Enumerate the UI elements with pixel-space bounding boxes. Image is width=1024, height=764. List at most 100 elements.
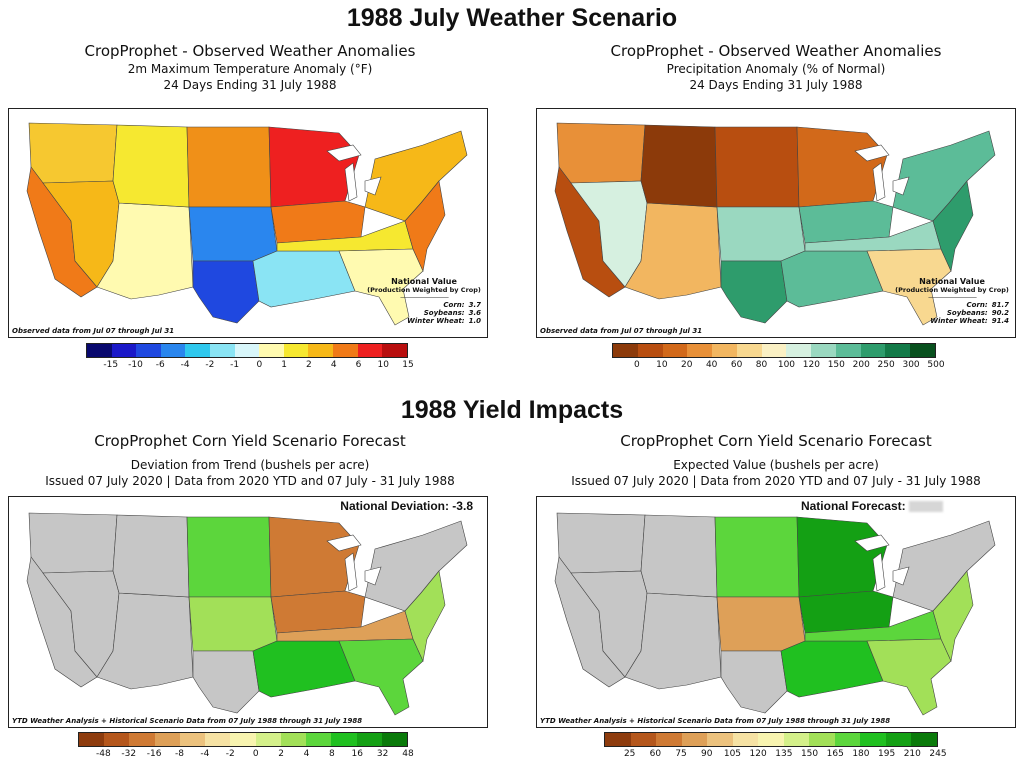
legend-swatch xyxy=(860,344,886,357)
legend-swatch xyxy=(910,344,935,357)
legend-tick-label: 135 xyxy=(775,749,793,759)
legend-color-bar xyxy=(86,343,408,358)
legend-swatch xyxy=(662,344,688,357)
legend-tick-label: 300 xyxy=(902,360,920,370)
temperature-anomaly-panel: CropProphet - Observed Weather Anomalies… xyxy=(4,42,496,93)
map-footnote: Observed data from Jul 07 through Jul 31 xyxy=(540,327,703,335)
map-region-northern-rockies xyxy=(640,124,718,208)
legend-swatch xyxy=(381,733,408,746)
legend-tick-labels: 25 60 75 90 105 120 135 150 165 180 195 210 245 xyxy=(604,747,947,763)
legend-swatch xyxy=(712,344,737,357)
legend-swatch xyxy=(736,344,762,357)
map-region-northeast xyxy=(364,130,468,222)
panel-title: CropProphet Corn Yield Scenario Forecast xyxy=(620,432,932,450)
legend-swatch xyxy=(356,733,382,746)
legend-tick-label: 4 xyxy=(303,749,310,759)
legend-tick-label: 10 xyxy=(656,360,668,370)
national-value-box: National Value (Production Weighted by C… xyxy=(893,277,1011,325)
map-region-west-texas xyxy=(192,650,260,714)
yield-section-heading: 1988 Yield Impacts xyxy=(400,396,624,424)
legend-swatch xyxy=(885,344,911,357)
legend-tick-label: 195 xyxy=(878,749,896,759)
legend-color-bar xyxy=(78,732,408,747)
map-region-northern-plains xyxy=(186,516,272,598)
legend-swatch xyxy=(605,733,631,746)
legend-swatch xyxy=(333,344,358,357)
legend-swatch xyxy=(761,344,787,357)
legend-tick-label: 165 xyxy=(826,749,844,759)
national-value-rule: ----------------------------------------… xyxy=(400,294,449,301)
map-region-midwest xyxy=(270,200,366,244)
legend-swatch xyxy=(911,733,937,746)
map-region-gulf-coast xyxy=(780,640,884,698)
legend-tick-label: -15 xyxy=(103,360,119,370)
map-region-mid-atlantic xyxy=(932,570,974,662)
panel-date-range: 24 Days Ending 31 July 1988 xyxy=(163,78,337,92)
legend-swatch xyxy=(834,733,861,746)
map-footnote: YTD Weather Analysis + Historical Scenar… xyxy=(540,717,891,725)
map-region-west-texas xyxy=(720,260,788,324)
legend-swatch xyxy=(885,733,912,746)
legend-swatch xyxy=(205,733,231,746)
legend-tick-label: 80 xyxy=(755,360,768,370)
panel-title: CropProphet Corn Yield Scenario Forecast xyxy=(94,432,406,450)
national-value-box: National Value (Production Weighted by C… xyxy=(365,277,483,325)
map-region-northeast xyxy=(892,520,996,612)
legend-tick-labels: -48 -32 -16 -8 -4 -2 0 2 4 8 16 32 48 xyxy=(78,747,414,763)
legend-swatch xyxy=(758,733,784,746)
legend-tick-label: 0 xyxy=(256,360,263,370)
legend-tick-label: 2 xyxy=(278,749,284,759)
crop-label: Corn: xyxy=(443,301,465,309)
legend-tick-label: 0 xyxy=(252,749,259,759)
national-forecast-label: National Forecast: xyxy=(801,499,943,513)
legend-swatch xyxy=(860,733,886,746)
national-value-row-winter-wheat: Winter Wheat: 1.0 xyxy=(405,317,483,325)
map-region-northeast xyxy=(892,130,996,222)
legend-tick-label: 120 xyxy=(802,360,820,370)
legend-tick-label: -2 xyxy=(225,749,235,759)
legend-swatch xyxy=(230,733,256,746)
legend-swatch xyxy=(630,733,657,746)
map-region-northeast xyxy=(364,520,468,612)
national-forecast-text: National Forecast: xyxy=(800,499,906,513)
map-region-pacific-northwest xyxy=(556,122,646,184)
great-lakes-water xyxy=(872,162,886,202)
map-region-west-texas xyxy=(720,650,788,714)
legend-swatch xyxy=(283,344,309,357)
map-region-mid-atlantic xyxy=(932,180,974,272)
legend-swatch xyxy=(79,733,105,746)
legend-tick-label: -48 xyxy=(96,749,111,759)
crop-value: 3.6 xyxy=(468,309,481,317)
weather-section-heading: 1988 July Weather Scenario xyxy=(346,4,678,32)
crop-value: 90.2 xyxy=(991,309,1009,317)
legend-tick-label: 15 xyxy=(402,360,414,370)
legend-color-bar xyxy=(612,343,936,358)
legend-tick-label: 48 xyxy=(402,749,414,759)
panel-subtitle: Deviation from Trend (bushels per acre) xyxy=(130,458,370,472)
map-region-northern-rockies xyxy=(112,124,190,208)
legend-swatch xyxy=(136,344,161,357)
legend-tick-label: 245 xyxy=(929,749,947,759)
legend-tick-label: -2 xyxy=(205,360,215,370)
map-region-pacific-northwest xyxy=(28,512,118,574)
national-value-rule: ----------------------------------------… xyxy=(928,294,977,301)
map-region-gulf-coast xyxy=(252,640,356,698)
legend-swatch xyxy=(382,344,407,357)
legend-tick-label: -1 xyxy=(230,360,240,370)
legend-swatch xyxy=(308,344,334,357)
map-region-mid-atlantic xyxy=(404,180,446,272)
legend-swatch xyxy=(255,733,281,746)
precipitation-anomaly-panel: CropProphet - Observed Weather Anomalies… xyxy=(530,42,1022,93)
legend-tick-labels: 0 10 20 40 60 80 100 120 150 200 250 300 500 xyxy=(612,358,945,374)
legend-color-bar xyxy=(604,732,938,747)
map-region-upper-midwest xyxy=(796,516,888,598)
national-value-row-soybeans: Soybeans: 3.6 xyxy=(405,309,483,317)
great-lakes-water xyxy=(892,566,910,586)
legend-tick-label: -8 xyxy=(175,749,185,759)
yield-deviation-legend: -48 -32 -16 -8 -4 -2 0 2 4 8 16 32 48 xyxy=(78,732,414,764)
legend-swatch xyxy=(154,733,180,746)
legend-tick-label: -32 xyxy=(121,749,137,759)
great-lakes-water xyxy=(364,176,382,196)
legend-tick-label: 500 xyxy=(927,360,945,370)
legend-tick-label: 6 xyxy=(355,360,362,370)
